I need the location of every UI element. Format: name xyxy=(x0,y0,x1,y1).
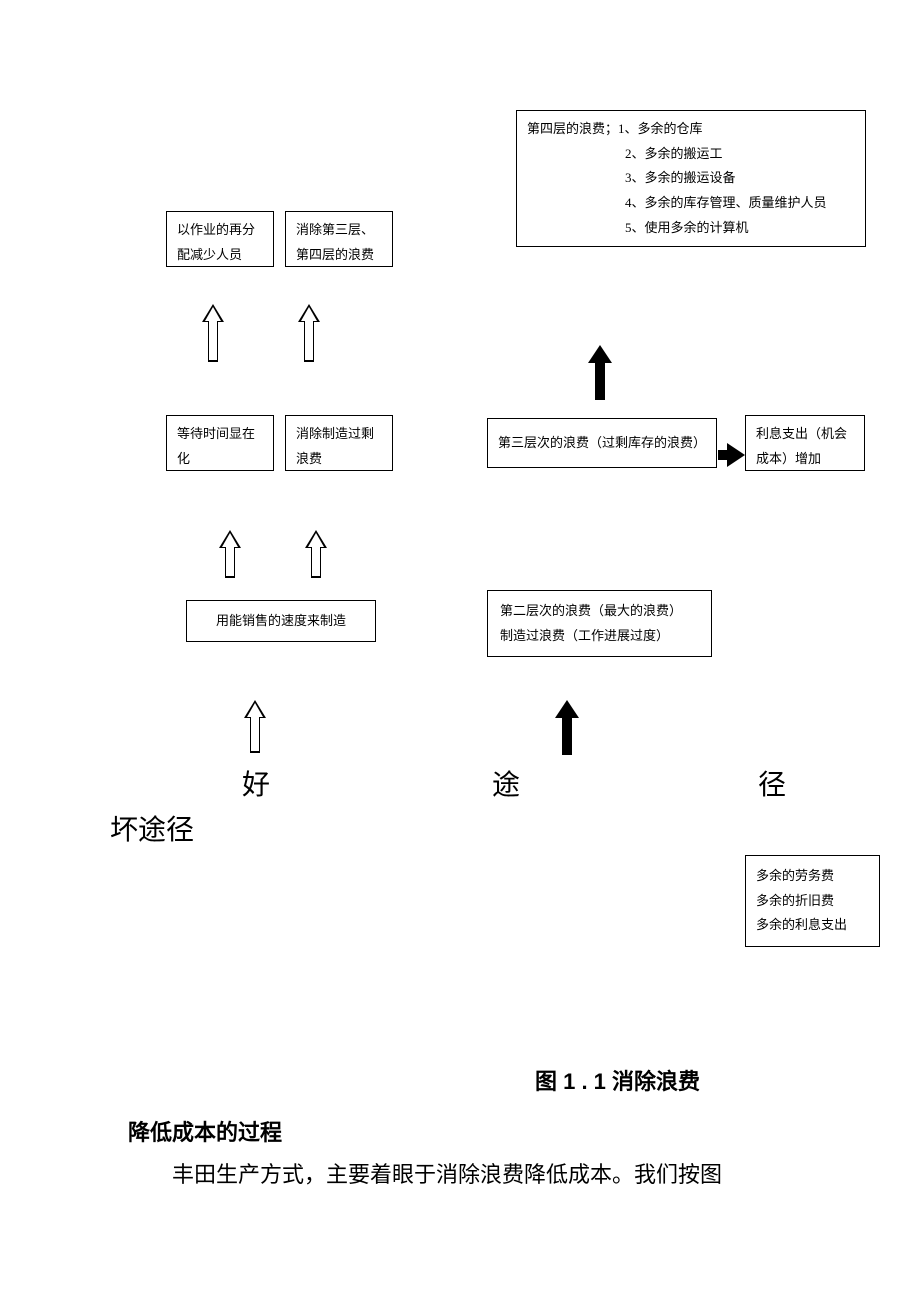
box-eliminate-overproduction: 消除制造过剩浪费 xyxy=(285,415,393,471)
extra-line3: 多余的利息支出 xyxy=(756,913,869,938)
box-sell-speed-manufacture: 用能销售的速度来制造 xyxy=(186,600,376,642)
extra-line1: 多余的劳务费 xyxy=(756,864,869,889)
box-interest-expense: 利息支出（机会成本）增加 xyxy=(745,415,865,471)
box-layer4-waste: 第四层的浪费；1、多余的仓库 2、多余的搬运工 3、多余的搬运设备 4、多余的库… xyxy=(516,110,866,247)
box-wait-time-visible: 等待时间显在化 xyxy=(166,415,274,471)
figure-caption: 图 1 . 1 消除浪费 xyxy=(535,1064,700,1096)
box-extra-costs: 多余的劳务费 多余的折旧费 多余的利息支出 xyxy=(745,855,880,947)
label-good-path: 好 xyxy=(242,763,270,803)
extra-line2: 多余的折旧费 xyxy=(756,889,869,914)
label-bad-path: 坏途径 xyxy=(110,808,194,848)
layer4-line3: 3、多余的搬运设备 xyxy=(527,166,855,191)
label-jing: 径 xyxy=(758,763,786,803)
layer4-line5: 5、使用多余的计算机 xyxy=(527,216,855,241)
layer4-line4: 4、多余的库存管理、质量维护人员 xyxy=(527,191,855,216)
layer4-line1: 第四层的浪费；1、多余的仓库 xyxy=(527,117,855,142)
box-reassign-reduce-staff: 以作业的再分配减少人员 xyxy=(166,211,274,267)
layer2-line2: 制造过浪费（工作进展过度） xyxy=(500,624,699,649)
label-tu: 途 xyxy=(492,763,520,803)
box-eliminate-l3-l4-waste: 消除第三层、第四层的浪费 xyxy=(285,211,393,267)
box-layer3-waste: 第三层次的浪费（过剩库存的浪费） xyxy=(487,418,717,468)
layer4-line2: 2、多余的搬运工 xyxy=(527,142,855,167)
layer2-line1: 第二层次的浪费（最大的浪费） xyxy=(500,599,699,624)
box-layer2-waste: 第二层次的浪费（最大的浪费） 制造过浪费（工作进展过度） xyxy=(487,590,712,657)
section-heading: 降低成本的过程 xyxy=(128,1115,282,1147)
body-paragraph: 丰田生产方式，主要着眼于消除浪费降低成本。我们按图 xyxy=(172,1157,722,1189)
